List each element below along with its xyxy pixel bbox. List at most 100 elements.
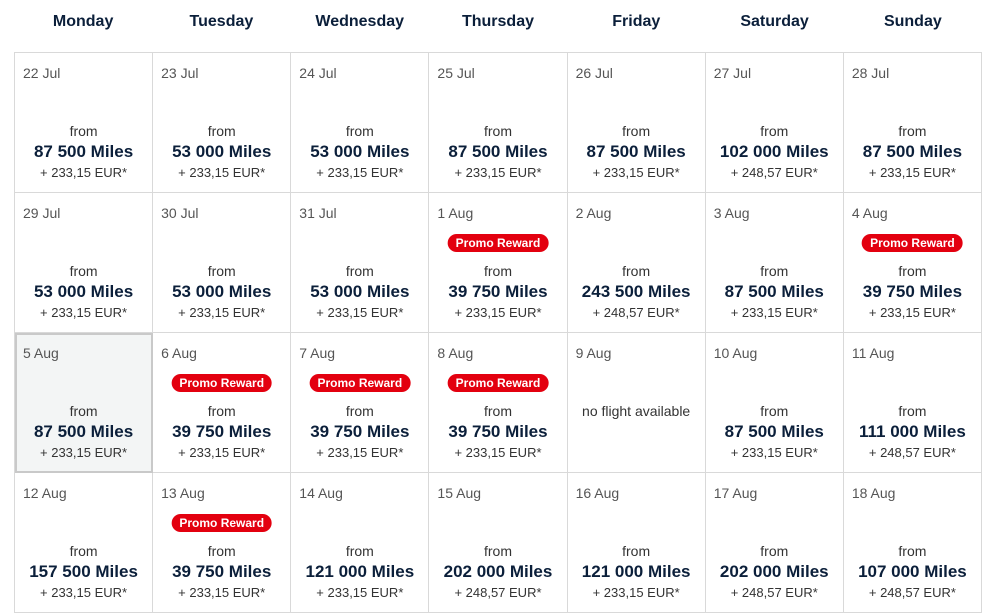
calendar-day-cell[interactable]: 2 Aug from 243 500 Miles + 248,57 EUR*: [567, 193, 706, 333]
from-label: from: [622, 263, 651, 279]
miles-amount: 53 000 Miles: [172, 142, 272, 161]
eur-surcharge: + 233,15 EUR*: [40, 585, 128, 600]
miles-amount: 39 750 Miles: [862, 282, 963, 301]
eur-surcharge: + 248,57 EUR*: [868, 585, 956, 600]
eur-surcharge: + 233,15 EUR*: [40, 445, 128, 460]
day-date-label: 3 Aug: [713, 205, 750, 221]
weekday-saturday: Saturday: [740, 13, 809, 30]
promo-reward-badge: Promo Reward: [862, 234, 963, 252]
calendar-day-cell[interactable]: 6 Aug Promo Reward from 39 750 Miles + 233,1…: [153, 333, 292, 473]
from-label: from: [207, 543, 236, 559]
miles-amount: 121 000 Miles: [581, 562, 691, 581]
eur-surcharge: + 248,57 EUR*: [592, 305, 680, 320]
eur-surcharge: + 233,15 EUR*: [178, 165, 266, 180]
calendar-day-cell[interactable]: 7 Aug Promo Reward from 39 750 Miles + 233,1…: [291, 333, 430, 473]
calendar-day-cell[interactable]: 16 Aug from 121 000 Miles + 233,15 EUR*: [567, 473, 706, 613]
promo-reward-badge: Promo Reward: [447, 234, 549, 252]
calendar-day-cell[interactable]: 13 Aug Promo Reward from 39 750 Miles + 233,…: [153, 473, 292, 613]
calendar-day-cell[interactable]: 4 Aug Promo Reward from 39 750 Miles + 233,1…: [843, 193, 982, 333]
calendar-day-cell[interactable]: 25 Jul from 87 500 Miles + 233,15 EUR*: [429, 53, 568, 193]
miles-amount: 157 500 Miles: [29, 562, 138, 581]
fare-calendar-grid: 22 Jul from 87 500 Miles + 233,15 EUR* 23 Ju…: [14, 52, 982, 613]
calendar-day-cell[interactable]: 30 Jul from 53 000 Miles + 233,15 EUR*: [153, 193, 292, 333]
miles-amount: 87 500 Miles: [448, 142, 548, 161]
from-label: from: [207, 403, 236, 419]
calendar-day-cell[interactable]: 24 Jul from 53 000 Miles + 233,15 EUR*: [291, 53, 430, 193]
calendar-day-cell[interactable]: 5 Aug from 87 500 Miles + 233,15 EUR*: [15, 333, 154, 473]
miles-amount: 202 000 Miles: [443, 562, 553, 581]
eur-surcharge: + 233,15 EUR*: [454, 165, 542, 180]
calendar-day-cell[interactable]: 12 Aug from 157 500 Miles + 233,15 EUR*: [15, 473, 154, 613]
from-label: from: [69, 123, 98, 139]
day-date-label: 31 Jul: [299, 205, 337, 221]
calendar-day-cell[interactable]: 22 Jul from 87 500 Miles + 233,15 EUR*: [15, 53, 154, 193]
eur-surcharge: + 248,57 EUR*: [868, 445, 956, 460]
from-label: from: [898, 123, 927, 139]
miles-amount: 87 500 Miles: [724, 422, 824, 441]
weekday-thursday: Thursday: [461, 13, 534, 30]
calendar-day-cell[interactable]: 3 Aug from 87 500 Miles + 233,15 EUR*: [705, 193, 844, 333]
eur-surcharge: + 233,15 EUR*: [730, 305, 818, 320]
calendar-day-cell[interactable]: 10 Aug from 87 500 Miles + 233,15 EUR*: [705, 333, 844, 473]
miles-amount: 87 500 Miles: [862, 142, 963, 161]
from-label: from: [345, 263, 374, 279]
day-date-label: 12 Aug: [23, 485, 67, 501]
calendar-day-cell[interactable]: 31 Jul from 53 000 Miles + 233,15 EUR*: [291, 193, 430, 333]
day-date-label: 6 Aug: [161, 345, 197, 361]
eur-surcharge: + 248,57 EUR*: [730, 585, 818, 600]
miles-amount: 39 750 Miles: [448, 422, 548, 441]
from-label: from: [345, 123, 374, 139]
eur-surcharge: + 233,15 EUR*: [316, 305, 404, 320]
calendar-day-cell[interactable]: 26 Jul from 87 500 Miles + 233,15 EUR*: [567, 53, 706, 193]
calendar-day-cell[interactable]: 18 Aug from 107 000 Miles + 248,57 EUR*: [843, 473, 982, 613]
calendar-day-cell[interactable]: 8 Aug Promo Reward from 39 750 Miles + 233,1…: [429, 333, 568, 473]
eur-surcharge: + 233,15 EUR*: [592, 585, 680, 600]
calendar-day-cell[interactable]: 14 Aug from 121 000 Miles + 233,15 EUR*: [291, 473, 430, 613]
from-label: from: [345, 403, 374, 419]
day-date-label: 26 Jul: [575, 65, 613, 81]
eur-surcharge: + 233,15 EUR*: [454, 445, 542, 460]
from-label: from: [345, 543, 374, 559]
miles-amount: 53 000 Miles: [310, 142, 410, 161]
day-date-label: 11 Aug: [851, 345, 895, 361]
eur-surcharge: + 233,15 EUR*: [316, 585, 404, 600]
miles-amount: 87 500 Miles: [586, 142, 686, 161]
from-label: from: [760, 123, 789, 139]
day-date-label: 23 Jul: [161, 65, 199, 81]
calendar-day-cell[interactable]: 15 Aug from 202 000 Miles + 248,57 EUR*: [429, 473, 568, 613]
from-label: from: [898, 403, 927, 419]
from-label: from: [207, 263, 236, 279]
calendar-day-cell[interactable]: 27 Jul from 102 000 Miles + 248,57 EUR*: [705, 53, 844, 193]
day-date-label: 16 Aug: [575, 485, 620, 501]
from-label: from: [207, 123, 236, 139]
day-date-label: 22 Jul: [23, 65, 61, 81]
eur-surcharge: + 233,15 EUR*: [454, 305, 542, 320]
eur-surcharge: + 233,15 EUR*: [40, 165, 128, 180]
miles-amount: 121 000 Miles: [305, 562, 415, 581]
day-date-label: 17 Aug: [713, 485, 758, 501]
from-label: from: [483, 543, 512, 559]
day-date-label: 5 Aug: [23, 345, 59, 361]
miles-amount: 39 750 Miles: [448, 282, 548, 301]
promo-reward-badge: Promo Reward: [309, 374, 411, 392]
day-date-label: 7 Aug: [299, 345, 336, 361]
miles-amount: 39 750 Miles: [172, 422, 272, 441]
calendar-day-cell[interactable]: 11 Aug from 111 000 Miles + 248,57 EUR*: [843, 333, 982, 473]
day-date-label: 27 Jul: [713, 65, 752, 81]
calendar-day-cell[interactable]: 28 Jul from 87 500 Miles + 233,15 EUR*: [843, 53, 982, 193]
calendar-day-cell[interactable]: 1 Aug Promo Reward from 39 750 Miles + 233,1…: [429, 193, 568, 333]
eur-surcharge: + 233,15 EUR*: [730, 445, 818, 460]
miles-amount: 87 500 Miles: [33, 422, 134, 441]
eur-surcharge: + 233,15 EUR*: [178, 305, 266, 320]
miles-amount: 53 000 Miles: [172, 282, 272, 301]
miles-amount: 102 000 Miles: [719, 142, 829, 161]
calendar-day-cell[interactable]: 17 Aug from 202 000 Miles + 248,57 EUR*: [705, 473, 844, 613]
day-date-label: 18 Aug: [851, 485, 896, 501]
miles-amount: 53 000 Miles: [33, 282, 134, 301]
calendar-day-cell[interactable]: 23 Jul from 53 000 Miles + 233,15 EUR*: [153, 53, 292, 193]
calendar-day-cell[interactable]: 29 Jul from 53 000 Miles + 233,15 EUR*: [15, 193, 154, 333]
calendar-day-cell[interactable]: 9 Aug no flight available: [567, 333, 706, 473]
from-label: from: [898, 263, 927, 279]
day-date-label: 10 Aug: [713, 345, 758, 361]
eur-surcharge: + 248,57 EUR*: [454, 585, 542, 600]
